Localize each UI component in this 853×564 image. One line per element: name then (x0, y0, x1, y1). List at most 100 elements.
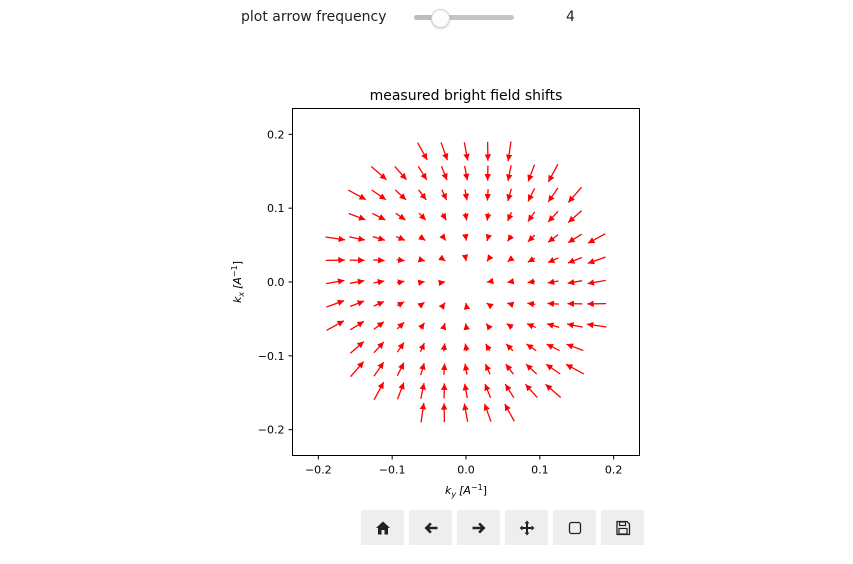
y-tick-label: 0.0 (267, 276, 285, 289)
plot-frame (292, 108, 640, 456)
shift-arrow (486, 302, 494, 310)
shift-arrow (546, 343, 560, 352)
shift-arrow (349, 300, 365, 308)
slider-track[interactable] (414, 15, 514, 20)
shift-arrow (417, 301, 425, 309)
pan-button[interactable] (505, 510, 548, 545)
shift-arrow (326, 278, 345, 285)
shift-arrow (349, 340, 365, 354)
shift-arrow (348, 212, 366, 221)
slider-label: plot arrow frequency (241, 9, 387, 25)
shift-arrow (504, 383, 515, 399)
x-tick-label: −0.1 (379, 464, 406, 477)
shift-arrow (484, 212, 492, 221)
shift-arrow (547, 210, 559, 223)
shift-arrow (547, 278, 559, 286)
shift-arrow (396, 256, 405, 264)
home-icon (375, 521, 390, 534)
shift-arrow (326, 320, 345, 331)
shift-arrow (547, 300, 559, 308)
shift-arrow (506, 188, 513, 202)
shift-arrow (567, 278, 583, 286)
x-tick-label: 0.1 (531, 464, 549, 477)
shift-arrow (373, 381, 385, 401)
slider-handle[interactable] (430, 9, 450, 28)
shift-arrow (396, 342, 405, 353)
shift-arrow (484, 383, 492, 399)
shift-arrow (507, 255, 515, 263)
shift-arrow (527, 211, 536, 222)
shift-arrow (526, 323, 536, 330)
shift-arrow (440, 189, 448, 201)
x-axis-ticks: −0.2 −0.1 0.0 0.1 0.2 (305, 455, 622, 477)
chart-title: measured bright field shifts (370, 88, 563, 104)
shift-arrow (462, 189, 470, 201)
shift-arrow (462, 403, 469, 422)
shift-arrow (527, 256, 536, 263)
shift-arrow (462, 363, 470, 375)
arrow-layer (325, 141, 607, 423)
shift-arrow (349, 235, 366, 242)
y-tick-label: 0.1 (267, 202, 285, 215)
shift-arrow (440, 343, 448, 352)
shift-arrow (440, 212, 447, 221)
shift-arrow (505, 343, 514, 352)
shift-arrow (587, 279, 606, 286)
shift-arrow (325, 235, 346, 243)
zoom-button[interactable] (553, 510, 596, 545)
shift-arrow (418, 342, 425, 352)
shift-arrow (326, 299, 345, 308)
shift-arrow (567, 256, 583, 264)
shift-arrow (587, 256, 606, 265)
shift-arrow (545, 383, 562, 399)
shift-arrow (349, 361, 365, 378)
save-button[interactable] (601, 510, 644, 545)
shift-arrow (527, 234, 536, 243)
shift-arrow (439, 233, 447, 241)
slider-fill (414, 15, 440, 20)
shift-arrow (485, 343, 492, 352)
shift-arrow (372, 212, 386, 221)
y-tick-label: 0.2 (267, 128, 285, 141)
shift-arrow (418, 234, 426, 241)
shift-arrow (418, 322, 425, 330)
shift-arrow (370, 165, 387, 181)
shift-arrow (373, 361, 385, 377)
shift-arrow (463, 343, 470, 352)
shift-arrow (396, 234, 406, 241)
shift-arrow (373, 278, 385, 286)
shift-arrow (545, 363, 561, 375)
shift-arrow (417, 142, 428, 161)
shift-arrow (527, 188, 536, 202)
shift-arrow (505, 363, 514, 375)
shift-arrow (484, 189, 492, 201)
arrow-left-icon (424, 522, 437, 533)
shift-arrow (396, 382, 405, 400)
shift-arrow (587, 233, 606, 244)
shift-arrow (373, 300, 385, 308)
shift-arrow (524, 383, 538, 399)
shift-arrow (507, 234, 514, 242)
x-tick-label: −0.2 (305, 464, 332, 477)
shift-arrow (463, 323, 470, 331)
shift-arrow (507, 278, 515, 285)
slider-row: plot arrow frequency 4 (0, 0, 853, 36)
shift-arrow (417, 279, 425, 286)
slider-value: 4 (566, 9, 575, 25)
shift-arrow (440, 142, 449, 161)
shift-arrow (394, 189, 407, 201)
shift-arrow (547, 256, 559, 264)
shift-arrow (527, 278, 536, 285)
shift-arrow (566, 322, 583, 329)
shift-arrow (396, 321, 405, 330)
forward-button[interactable] (457, 510, 500, 545)
shift-arrow (525, 363, 538, 375)
back-button[interactable] (409, 510, 452, 545)
shift-arrow (438, 302, 446, 310)
shift-arrow (462, 165, 470, 181)
shift-arrow (526, 343, 537, 352)
shift-arrow (439, 322, 447, 331)
shift-arrow (438, 254, 446, 262)
home-button[interactable] (361, 510, 404, 545)
x-axis-label: ky [A−1] (445, 483, 487, 499)
